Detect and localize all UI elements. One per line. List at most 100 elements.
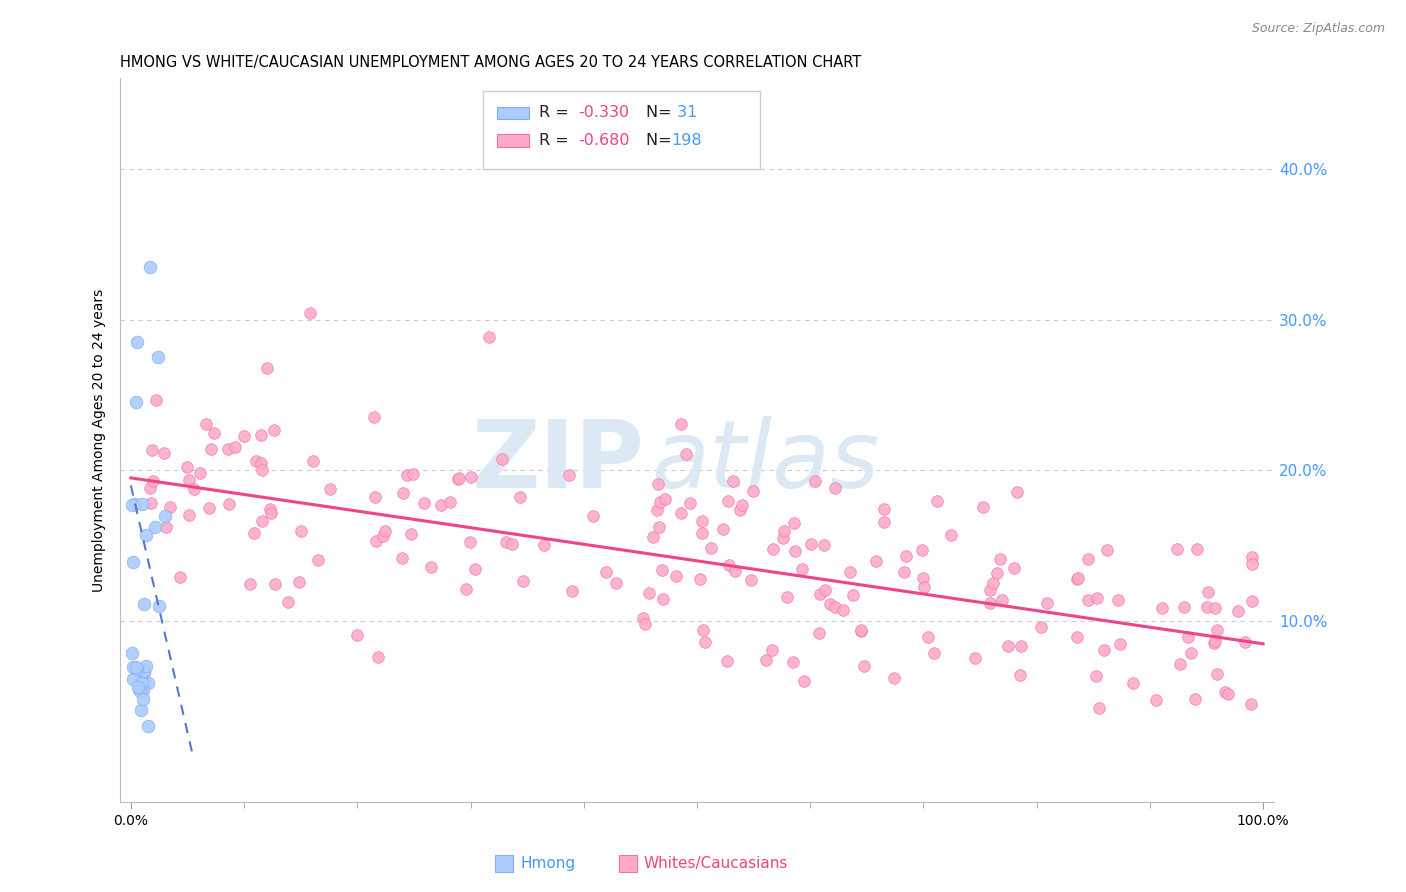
Point: [773, 524, 796, 538]
Point: [1095, 543, 1118, 558]
Point: [894, 549, 917, 563]
Point: [800, 537, 823, 551]
Point: [364, 490, 387, 504]
Point: [495, 534, 517, 549]
Point: [689, 572, 711, 586]
Point: [288, 575, 311, 590]
Point: [429, 498, 451, 512]
Point: [363, 409, 385, 424]
Point: [631, 611, 654, 625]
Point: [652, 592, 675, 607]
Point: [849, 624, 872, 639]
Point: [121, 498, 143, 512]
Text: N=: N=: [647, 133, 676, 148]
Point: [1197, 585, 1219, 599]
Point: [669, 506, 692, 520]
Point: [1085, 669, 1108, 683]
Point: [1077, 592, 1099, 607]
Point: [783, 516, 806, 530]
Point: [690, 514, 713, 528]
Point: [136, 719, 159, 733]
Point: [1227, 604, 1250, 618]
Point: [179, 473, 201, 487]
Text: -0.680: -0.680: [578, 133, 630, 148]
Point: [804, 474, 827, 488]
Point: [1204, 601, 1226, 615]
Point: [581, 509, 603, 524]
Point: [399, 527, 422, 541]
Point: [839, 566, 862, 580]
Point: [853, 659, 876, 673]
Point: [1204, 634, 1226, 648]
Point: [605, 575, 627, 590]
Point: [139, 260, 162, 274]
Point: [243, 526, 266, 541]
Point: [449, 471, 471, 485]
Point: [132, 664, 155, 678]
Point: [1066, 572, 1088, 586]
Point: [740, 573, 762, 587]
Point: [169, 569, 191, 583]
Point: [1085, 591, 1108, 605]
Point: [1010, 639, 1032, 653]
Point: [392, 486, 415, 500]
Point: [263, 423, 285, 437]
Point: [159, 500, 181, 514]
Point: [1107, 592, 1129, 607]
Point: [439, 495, 461, 509]
Point: [883, 671, 905, 685]
Point: [250, 456, 273, 470]
Point: [155, 520, 177, 534]
Point: [218, 497, 240, 511]
Point: [301, 454, 323, 468]
Point: [132, 682, 155, 697]
Point: [1216, 687, 1239, 701]
Point: [319, 482, 342, 496]
Point: [1206, 623, 1229, 637]
Point: [1094, 642, 1116, 657]
Point: [121, 673, 143, 687]
Point: [561, 583, 583, 598]
Text: ZIP: ZIP: [472, 416, 645, 508]
Point: [692, 525, 714, 540]
Point: [224, 441, 246, 455]
Point: [252, 514, 274, 528]
Point: [1029, 620, 1052, 634]
Point: [509, 490, 531, 504]
Text: Source: ZipAtlas.com: Source: ZipAtlas.com: [1251, 22, 1385, 36]
Point: [972, 500, 994, 514]
Point: [239, 576, 262, 591]
Point: [721, 474, 744, 488]
Point: [346, 628, 368, 642]
Point: [716, 654, 738, 668]
FancyBboxPatch shape: [498, 107, 530, 120]
Point: [124, 659, 146, 673]
Point: [250, 462, 273, 476]
Point: [782, 655, 804, 669]
Text: 198: 198: [672, 133, 702, 148]
Point: [131, 676, 153, 690]
Point: [148, 599, 170, 613]
Point: [783, 544, 806, 558]
Text: atlas: atlas: [651, 417, 879, 508]
Point: [873, 502, 896, 516]
Point: [128, 682, 150, 697]
Point: [1008, 668, 1031, 682]
Point: [654, 491, 676, 506]
Point: [127, 335, 149, 350]
Point: [988, 552, 1011, 566]
Point: [395, 468, 418, 483]
Point: [648, 494, 671, 508]
Point: [366, 533, 388, 548]
Point: [121, 646, 143, 660]
Point: [814, 583, 837, 598]
Point: [1206, 667, 1229, 681]
Point: [865, 554, 887, 568]
Point: [391, 551, 413, 566]
Point: [1180, 646, 1202, 660]
Point: [927, 494, 949, 508]
Point: [127, 680, 149, 694]
Point: [217, 442, 239, 457]
Point: [188, 466, 211, 480]
Point: [1109, 637, 1132, 651]
